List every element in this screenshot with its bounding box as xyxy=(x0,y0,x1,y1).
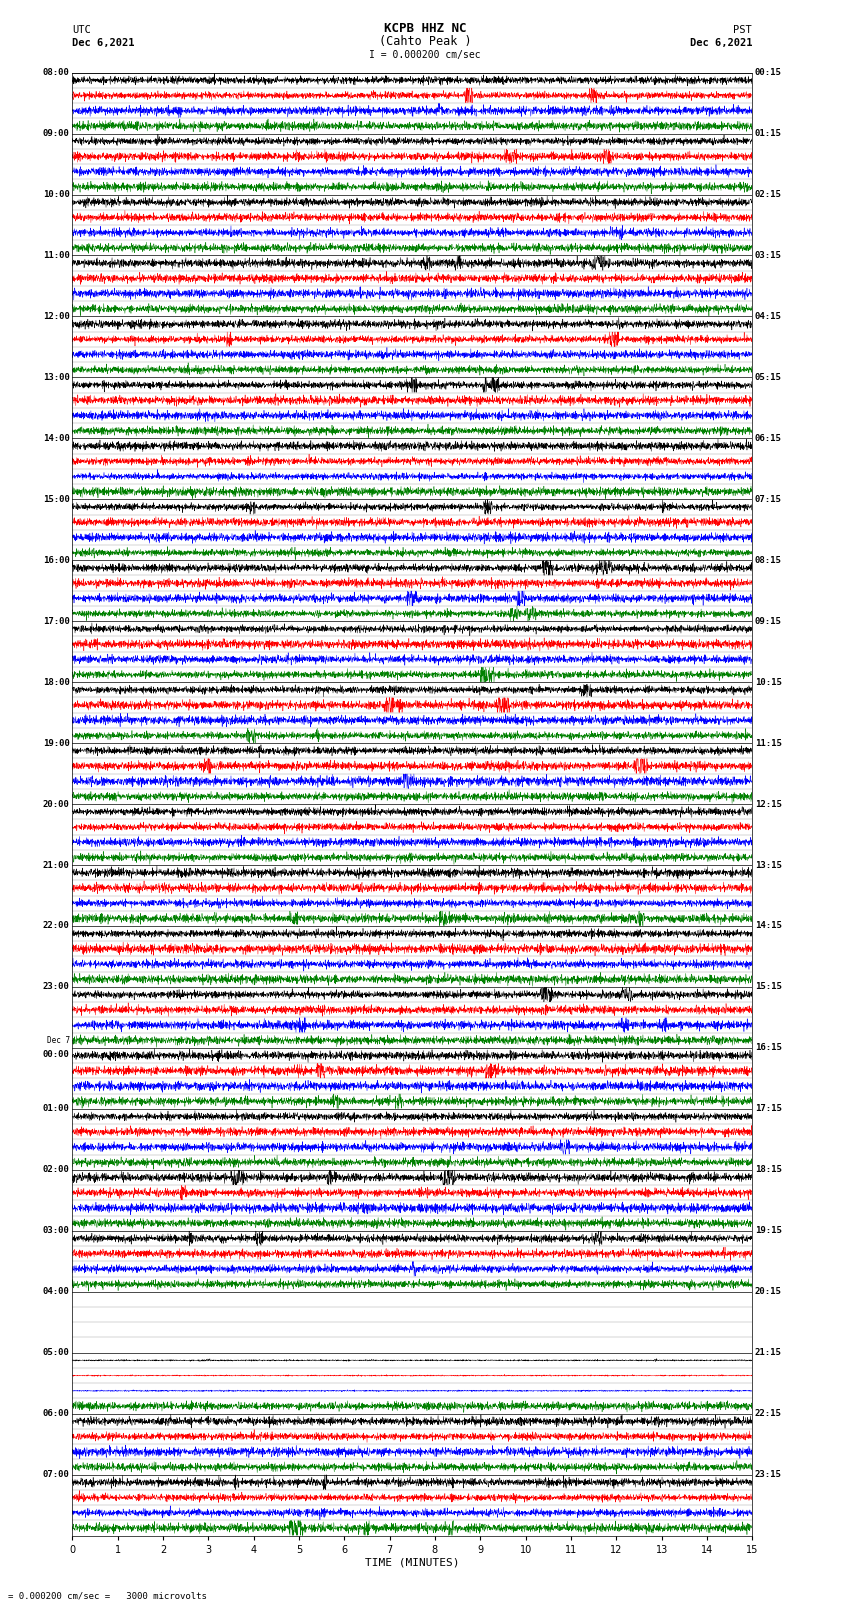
Text: 06:15: 06:15 xyxy=(755,434,782,444)
Text: 01:15: 01:15 xyxy=(755,129,782,139)
Text: (Cahto Peak ): (Cahto Peak ) xyxy=(379,35,471,48)
Text: 02:00: 02:00 xyxy=(42,1165,70,1174)
Text: 05:00: 05:00 xyxy=(42,1348,70,1357)
Text: 07:15: 07:15 xyxy=(755,495,782,503)
Text: 14:15: 14:15 xyxy=(755,921,782,931)
Text: 21:00: 21:00 xyxy=(42,861,70,869)
Text: 09:00: 09:00 xyxy=(42,129,70,139)
Text: 00:00: 00:00 xyxy=(42,1050,70,1058)
Text: 03:15: 03:15 xyxy=(755,252,782,260)
Text: 17:00: 17:00 xyxy=(42,616,70,626)
Text: 11:00: 11:00 xyxy=(42,252,70,260)
Text: UTC: UTC xyxy=(72,26,91,35)
Text: 03:00: 03:00 xyxy=(42,1226,70,1236)
Text: 04:15: 04:15 xyxy=(755,311,782,321)
Text: 10:15: 10:15 xyxy=(755,677,782,687)
Text: 23:15: 23:15 xyxy=(755,1469,782,1479)
Text: 02:15: 02:15 xyxy=(755,190,782,198)
Text: 16:15: 16:15 xyxy=(755,1044,782,1052)
Text: 17:15: 17:15 xyxy=(755,1105,782,1113)
Text: 12:15: 12:15 xyxy=(755,800,782,808)
Text: 09:15: 09:15 xyxy=(755,616,782,626)
Text: 12:00: 12:00 xyxy=(42,311,70,321)
Text: KCPB HHZ NC: KCPB HHZ NC xyxy=(383,23,467,35)
X-axis label: TIME (MINUTES): TIME (MINUTES) xyxy=(365,1558,460,1568)
Text: 18:15: 18:15 xyxy=(755,1165,782,1174)
Text: 00:15: 00:15 xyxy=(755,68,782,77)
Text: 22:00: 22:00 xyxy=(42,921,70,931)
Text: 21:15: 21:15 xyxy=(755,1348,782,1357)
Text: 05:15: 05:15 xyxy=(755,373,782,382)
Text: 13:15: 13:15 xyxy=(755,861,782,869)
Text: I = 0.000200 cm/sec: I = 0.000200 cm/sec xyxy=(369,50,481,60)
Text: 16:00: 16:00 xyxy=(42,556,70,565)
Text: 04:00: 04:00 xyxy=(42,1287,70,1297)
Text: PST: PST xyxy=(734,26,752,35)
Text: Dec 6,2021: Dec 6,2021 xyxy=(689,39,752,48)
Text: 14:00: 14:00 xyxy=(42,434,70,444)
Text: 22:15: 22:15 xyxy=(755,1410,782,1418)
Text: Dec 6,2021: Dec 6,2021 xyxy=(72,39,135,48)
Text: 08:15: 08:15 xyxy=(755,556,782,565)
Text: 19:15: 19:15 xyxy=(755,1226,782,1236)
Text: Dec 7: Dec 7 xyxy=(47,1036,70,1045)
Text: 07:00: 07:00 xyxy=(42,1469,70,1479)
Text: 11:15: 11:15 xyxy=(755,739,782,747)
Text: 15:15: 15:15 xyxy=(755,982,782,992)
Text: 01:00: 01:00 xyxy=(42,1105,70,1113)
Text: 20:00: 20:00 xyxy=(42,800,70,808)
Text: 10:00: 10:00 xyxy=(42,190,70,198)
Text: 19:00: 19:00 xyxy=(42,739,70,747)
Text: 08:00: 08:00 xyxy=(42,68,70,77)
Text: 23:00: 23:00 xyxy=(42,982,70,992)
Text: = 0.000200 cm/sec =   3000 microvolts: = 0.000200 cm/sec = 3000 microvolts xyxy=(8,1590,207,1600)
Text: 06:00: 06:00 xyxy=(42,1410,70,1418)
Text: 15:00: 15:00 xyxy=(42,495,70,503)
Text: 20:15: 20:15 xyxy=(755,1287,782,1297)
Text: 13:00: 13:00 xyxy=(42,373,70,382)
Text: 18:00: 18:00 xyxy=(42,677,70,687)
